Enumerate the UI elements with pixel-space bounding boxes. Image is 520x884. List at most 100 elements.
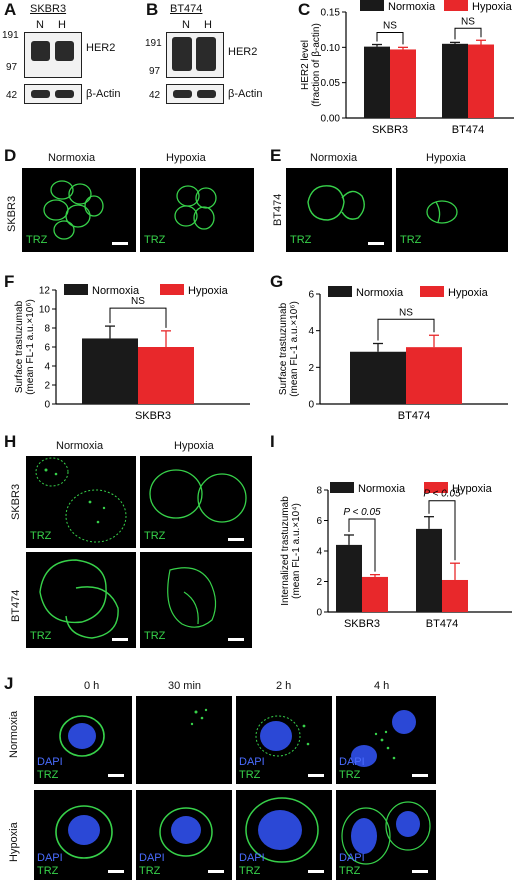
- legend-label: Normoxia: [92, 285, 140, 297]
- micro-j-trz-label: TRZ: [139, 865, 161, 877]
- micro-e-row-label: BT474: [272, 193, 284, 226]
- scale-bar: [308, 870, 324, 873]
- micro-j-hypoxia-4h: DAPI TRZ: [336, 790, 436, 880]
- blot-a-mw-97: 97: [6, 62, 18, 73]
- significance-bracket: [377, 318, 435, 341]
- scale-bar: [112, 638, 128, 641]
- bar-hypoxia: [390, 49, 416, 118]
- scale-bar: [112, 242, 128, 245]
- x-tick-label: SKBR3: [372, 124, 408, 136]
- y-axis-label: (fraction of β-actin): [311, 23, 322, 107]
- blot-band: [31, 90, 50, 98]
- significance-label: NS: [399, 307, 413, 318]
- y-axis-label: Internalized trastuzumab: [280, 496, 291, 606]
- micro-j-row-normoxia: Normoxia: [8, 710, 20, 758]
- blot-b-lane-n: N: [182, 19, 190, 31]
- y-tick-label: 0.15: [321, 8, 341, 19]
- significance-label: NS: [131, 296, 145, 307]
- y-tick-label: 6: [308, 290, 314, 301]
- micro-j-time-2: 2 h: [276, 680, 292, 692]
- significance-label: P < 0.05: [423, 489, 461, 500]
- micro-j-normoxia-30min: [136, 696, 232, 784]
- micro-h-bt474-hypoxia: TRZ: [140, 552, 252, 648]
- micro-e-stain-label: TRZ: [400, 234, 422, 246]
- significance-label: P < 0.05: [343, 507, 381, 518]
- blot-band: [55, 90, 74, 98]
- y-axis-label: (mean FL-1 a.u.×10⁶): [289, 301, 300, 397]
- panel-label-a: A: [4, 0, 17, 19]
- scale-bar: [208, 870, 224, 873]
- bar-normoxia: [364, 46, 390, 119]
- micro-j-time-3: 4 h: [374, 680, 390, 692]
- micro-j-normoxia-2h: DAPI TRZ: [236, 696, 332, 784]
- micro-j-hypoxia-0h: DAPI TRZ: [34, 790, 132, 880]
- y-tick-label: 2: [44, 381, 50, 392]
- blot-a-mw-191: 191: [2, 30, 19, 41]
- x-axis-label: BT474: [398, 410, 430, 422]
- bar-hypoxia: [406, 347, 462, 404]
- blot-a-her2: [24, 32, 82, 78]
- significance-bracket: [428, 500, 456, 561]
- panel-label-c: C: [298, 0, 311, 19]
- chart-g: 0 2 4 6 Surface trastuzumab (mean FL-1 a.u.×1…: [278, 286, 508, 422]
- scale-bar: [108, 870, 124, 873]
- micro-j-normoxia-4h: DAPI TRZ: [336, 696, 436, 784]
- micro-j-trz-label: TRZ: [37, 865, 59, 877]
- micro-d-normoxia: TRZ: [22, 168, 136, 252]
- blot-b-mw-42: 42: [149, 90, 161, 101]
- y-tick-label: 0.00: [321, 114, 341, 125]
- panel-label-j: J: [4, 674, 14, 693]
- micro-h-skbr3-normoxia: TRZ: [26, 456, 136, 548]
- micro-h-stain-label: TRZ: [30, 530, 52, 542]
- scale-bar: [108, 774, 124, 777]
- x-tick-label: BT474: [426, 618, 458, 630]
- panel-label-h: H: [4, 432, 17, 451]
- y-axis-label: Surface trastuzumab: [14, 300, 25, 393]
- panel-label-d: D: [4, 146, 17, 165]
- micro-h-row-bt474: BT474: [10, 589, 22, 622]
- legend-swatch: [160, 284, 184, 295]
- y-tick-label: 8: [44, 324, 50, 335]
- legend-label: Normoxia: [358, 483, 406, 495]
- micro-h-row-skbr3: SKBR3: [10, 483, 22, 520]
- y-axis-label: Surface trastuzumab: [278, 302, 289, 395]
- x-tick-label: BT474: [452, 124, 484, 136]
- micro-h-stain-label: TRZ: [144, 530, 166, 542]
- blot-b-mw-191: 191: [145, 38, 162, 49]
- x-axis-label: SKBR3: [135, 410, 171, 422]
- micro-e-normoxia: TRZ: [286, 168, 392, 252]
- blot-band: [31, 41, 50, 61]
- legend-label: Normoxia: [388, 1, 436, 13]
- scale-bar: [412, 774, 428, 777]
- micro-j-dapi-label: DAPI: [239, 852, 265, 864]
- micro-d-stain-label: TRZ: [26, 234, 48, 246]
- y-axis-label: (mean FL-1 a.u.×10⁶): [25, 299, 36, 395]
- micro-e-col-normoxia: Normoxia: [310, 152, 358, 164]
- blot-a-lane-n: N: [36, 19, 44, 31]
- y-axis-label: (mean FL-1 a.u.×10⁴): [291, 503, 302, 599]
- legend-swatch: [424, 482, 448, 493]
- blot-b-lane-h: H: [204, 19, 212, 31]
- micro-h-skbr3-hypoxia: TRZ: [140, 456, 252, 548]
- panel-label-i: I: [270, 432, 275, 451]
- panel-label-b: B: [146, 0, 159, 19]
- micro-j-dapi-label: DAPI: [37, 852, 63, 864]
- micro-j-dapi-label: DAPI: [37, 756, 63, 768]
- x-tick-label: SKBR3: [344, 618, 380, 630]
- significance-bracket: [109, 307, 167, 328]
- micro-j-row-hypoxia: Hypoxia: [8, 822, 20, 862]
- scale-bar: [228, 638, 244, 641]
- legend-label: Hypoxia: [472, 1, 513, 13]
- y-tick-label: 6: [316, 516, 322, 527]
- blot-b-actin-label: β-Actin: [228, 88, 263, 100]
- blot-a-cell-line: SKBR3: [30, 3, 67, 15]
- blot-a-her2-label: HER2: [86, 42, 116, 54]
- scale-bar: [308, 774, 324, 777]
- significance-bracket: [454, 27, 482, 40]
- blot-b-cell-line: BT474: [170, 3, 203, 15]
- chart-c: 0.00 0.05 0.10 0.15 HER2 level (fraction of β…: [300, 0, 514, 136]
- micro-e-col-hypoxia: Hypoxia: [426, 152, 466, 164]
- y-tick-label: 2: [316, 577, 322, 588]
- bar-normoxia: [336, 544, 362, 612]
- micro-h-stain-label: TRZ: [30, 630, 52, 642]
